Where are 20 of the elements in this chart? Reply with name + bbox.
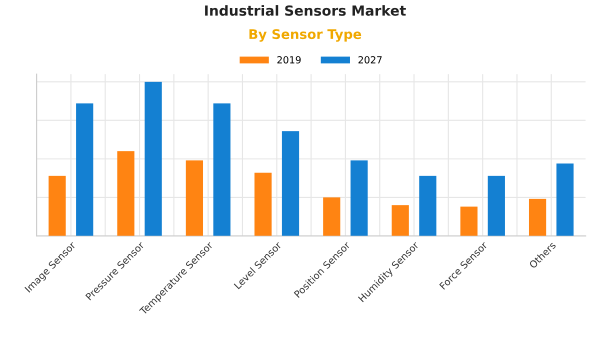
- bar: [350, 160, 368, 236]
- bar: [254, 172, 272, 236]
- bar: [282, 131, 300, 236]
- bar: [460, 206, 478, 236]
- bar: [556, 163, 574, 236]
- bar: [144, 82, 162, 236]
- chart-title: Industrial Sensors Market: [205, 5, 406, 16]
- bar: [392, 205, 409, 236]
- bar: [117, 151, 134, 236]
- bar: [528, 198, 546, 236]
- bar: [213, 103, 230, 236]
- bar: [186, 160, 204, 236]
- bar: [323, 197, 340, 236]
- bar: [419, 176, 436, 236]
- legend-label: 2019: [277, 56, 301, 64]
- bar: [76, 103, 94, 236]
- chart-subtitle: By Sensor Type: [249, 29, 362, 42]
- legend-label: 2027: [358, 56, 382, 64]
- bar: [48, 176, 66, 236]
- bar: [488, 176, 505, 236]
